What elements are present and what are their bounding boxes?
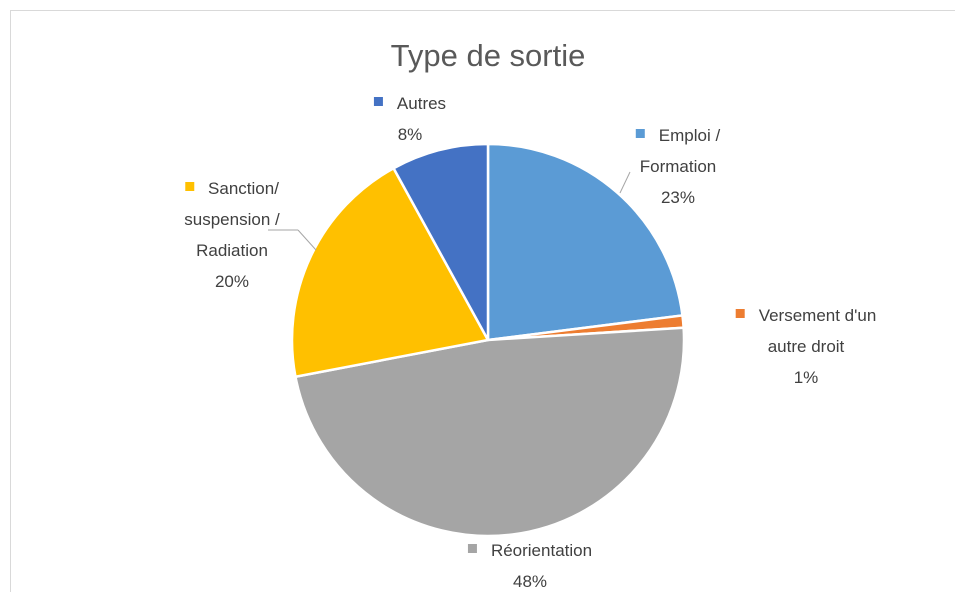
chart-title: Type de sortie <box>391 38 586 73</box>
leader-line <box>297 229 317 251</box>
pie-slice <box>391 142 490 341</box>
chart-border <box>10 10 955 592</box>
data-label: Sanction/ suspension / Radiation 20% <box>184 173 279 297</box>
legend-marker <box>735 309 745 318</box>
label-name: Sanction/ suspension / Radiation <box>184 179 280 260</box>
legend-marker <box>635 129 645 138</box>
data-label: Réorientation 48% <box>467 535 593 592</box>
label-name: Emploi / Formation <box>639 126 721 176</box>
pie-slice <box>290 166 490 379</box>
label-name: Versement d'un autre droit <box>758 306 877 356</box>
label-name: Réorientation <box>490 541 593 560</box>
pie-slice <box>486 142 684 342</box>
legend-marker <box>185 182 195 191</box>
label-value: 23% <box>660 188 696 207</box>
data-label: Versement d'un autre droit 1% <box>735 300 877 393</box>
legend-marker <box>373 97 383 106</box>
data-label: Autres 8% <box>373 88 447 150</box>
legend-marker <box>467 544 477 553</box>
label-name: Autres <box>396 94 447 113</box>
leader-line <box>619 171 631 194</box>
label-value: 20% <box>214 272 250 291</box>
slices <box>290 142 686 538</box>
label-value: 8% <box>397 125 423 144</box>
label-value: 1% <box>793 368 819 387</box>
label-value: 48% <box>512 572 548 591</box>
pie-slice <box>294 326 686 538</box>
data-label: Emploi / Formation 23% <box>635 120 721 213</box>
